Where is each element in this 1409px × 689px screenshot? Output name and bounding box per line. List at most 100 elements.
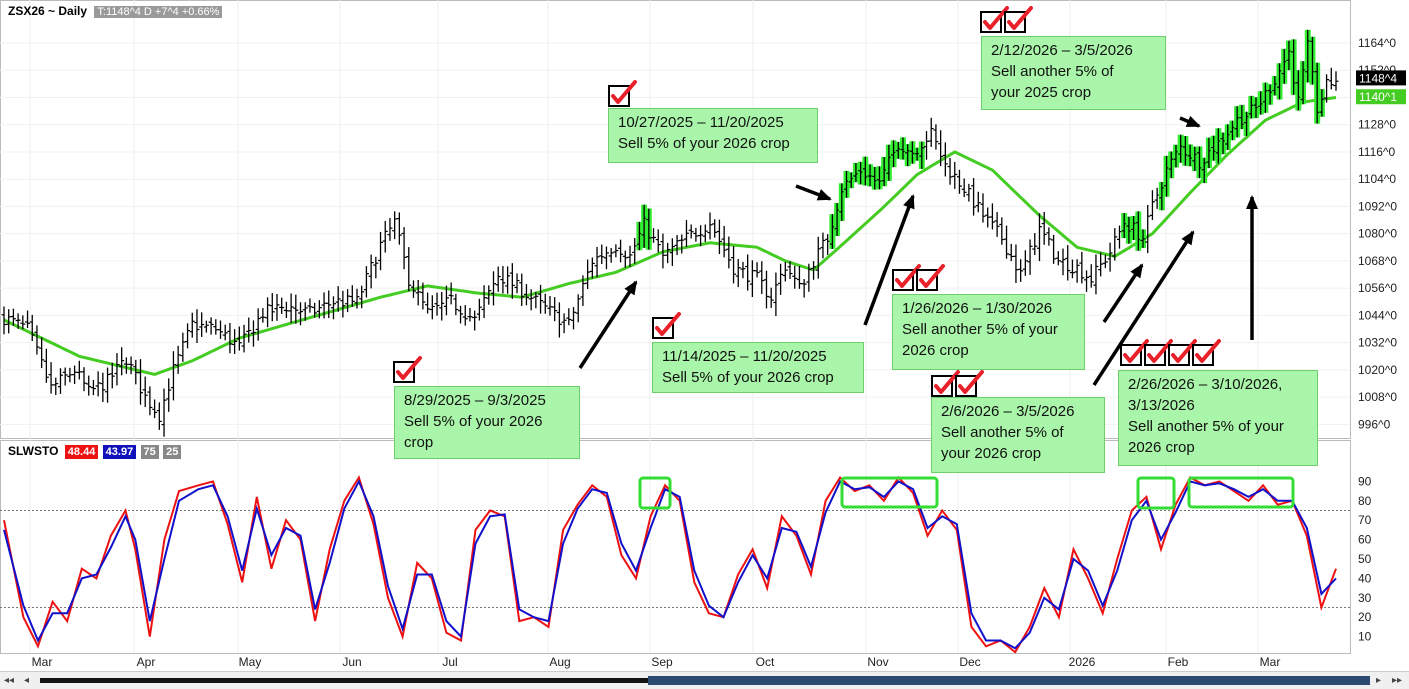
price-bar bbox=[20, 315, 26, 330]
price-bars bbox=[1, 29, 1339, 437]
arrow bbox=[1102, 263, 1144, 323]
price-bar bbox=[585, 259, 591, 290]
annotation-line: 3/13/2026 bbox=[1128, 397, 1195, 414]
price-bar bbox=[547, 296, 553, 316]
horizontal-scrollbar[interactable]: ◂◂ ◂ ▸ ▸▸ bbox=[0, 671, 1409, 689]
price-bar bbox=[81, 367, 87, 392]
check-box bbox=[1120, 344, 1142, 366]
price-bar bbox=[622, 250, 628, 268]
arrow-shaft bbox=[578, 281, 638, 369]
price-bar bbox=[170, 351, 176, 401]
price-bar bbox=[76, 360, 82, 380]
stoch-line-d bbox=[3, 479, 1337, 650]
arrow-head bbox=[816, 189, 832, 201]
scroll-start-icon[interactable]: ◂◂ bbox=[4, 675, 15, 686]
check-mark-icon bbox=[919, 264, 945, 288]
price-bar bbox=[1008, 243, 1014, 262]
price-bar bbox=[185, 323, 191, 349]
price-bar bbox=[354, 288, 360, 309]
price-bar bbox=[1055, 251, 1061, 266]
price-bar bbox=[509, 263, 515, 299]
price-bar bbox=[236, 326, 242, 351]
price-bar bbox=[302, 302, 308, 321]
price-bar bbox=[166, 378, 172, 412]
price-bar bbox=[815, 236, 821, 279]
price-bar bbox=[232, 329, 238, 354]
price-bar bbox=[161, 388, 167, 437]
price-bar bbox=[716, 219, 722, 255]
price-bar bbox=[1229, 120, 1236, 141]
price-bar bbox=[152, 399, 158, 419]
arrow bbox=[795, 184, 832, 201]
price-bar bbox=[655, 229, 661, 253]
price-bar bbox=[505, 266, 511, 294]
check-box bbox=[1144, 344, 1166, 366]
annotation-line: crop bbox=[404, 434, 434, 451]
check-mark-icon bbox=[934, 370, 960, 394]
price-bar bbox=[279, 297, 285, 314]
price-bar bbox=[754, 262, 760, 278]
annotation-note: 10/27/2025 – 11/20/2025 Sell 5% of your 2… bbox=[608, 108, 818, 163]
scroll-thumb[interactable] bbox=[648, 676, 1370, 685]
price-bar bbox=[43, 348, 49, 383]
price-bar bbox=[274, 294, 280, 321]
price-bar bbox=[147, 386, 153, 416]
axis-labels: Mar Apr May Jun Jul Aug Sep Oct Nov Dec 2026 Feb Mar… bbox=[32, 36, 1406, 669]
annotation-line: Sell 5% of your 2026 bbox=[404, 413, 543, 430]
price-bar bbox=[1041, 211, 1047, 245]
y-tick-label: 1056^0 bbox=[1358, 281, 1397, 295]
price-bar bbox=[1149, 190, 1155, 220]
price-bar bbox=[406, 247, 412, 292]
arrow-head bbox=[624, 280, 638, 296]
price-bar bbox=[476, 298, 482, 321]
price-bar bbox=[669, 238, 675, 266]
indicator-name[interactable]: SLWSTO bbox=[8, 444, 59, 458]
price-bar bbox=[208, 317, 214, 335]
price-bar bbox=[429, 295, 435, 320]
price-bar bbox=[608, 247, 614, 263]
scroll-left-icon[interactable]: ◂ bbox=[24, 675, 30, 686]
price-bar bbox=[133, 359, 139, 385]
scroll-right-icon[interactable]: ▸ bbox=[1376, 675, 1382, 686]
annotation-line: Sell another 5% of bbox=[941, 424, 1064, 441]
price-bar bbox=[495, 266, 501, 292]
price-bar bbox=[571, 307, 577, 330]
price-bar bbox=[745, 254, 751, 291]
annotation-line: 8/29/2025 – 9/3/2025 bbox=[404, 392, 546, 409]
check-box bbox=[980, 11, 1002, 33]
annotation-line: 11/14/2025 – 11/20/2025 bbox=[662, 348, 827, 365]
price-bar bbox=[636, 221, 643, 251]
checkbox-icon bbox=[1168, 339, 1197, 366]
lower-level-badge: 25 bbox=[163, 445, 182, 459]
price-bar bbox=[1196, 146, 1203, 179]
symbol-label[interactable]: ZSX26 ~ Daily bbox=[8, 4, 88, 18]
arrow bbox=[578, 280, 638, 369]
check-mark-icon bbox=[396, 356, 422, 380]
check-mark-icon bbox=[655, 312, 681, 336]
price-bar bbox=[105, 367, 111, 403]
price-bar bbox=[123, 357, 129, 374]
scroll-end-icon[interactable]: ▸▸ bbox=[1392, 675, 1403, 686]
annotation-line: 10/27/2025 – 11/20/2025 bbox=[618, 114, 784, 131]
price-bar bbox=[683, 220, 689, 248]
price-bar bbox=[462, 305, 468, 326]
price-bar bbox=[975, 191, 981, 213]
annotation-line: 1/26/2026 – 1/30/2026 bbox=[902, 300, 1053, 317]
price-bar bbox=[1112, 228, 1118, 261]
annotation-note: 2/12/2026 – 3/5/2026 Sell another 5% of yo… bbox=[981, 36, 1166, 110]
price-bar bbox=[938, 130, 944, 167]
price-bar bbox=[561, 313, 567, 334]
price-bar bbox=[980, 193, 986, 223]
check-box bbox=[393, 361, 415, 383]
check-box bbox=[1004, 11, 1026, 33]
price-bar bbox=[641, 204, 648, 248]
check-mark-icon bbox=[983, 6, 1009, 30]
price-bar bbox=[194, 309, 200, 344]
price-bar bbox=[316, 300, 322, 319]
price-bar bbox=[218, 320, 224, 339]
y-tick-label: 1080^0 bbox=[1358, 227, 1397, 241]
price-bar bbox=[434, 292, 440, 316]
y-tick-label: 1116^0 bbox=[1358, 145, 1396, 159]
price-bar bbox=[519, 273, 525, 306]
arrow bbox=[863, 194, 915, 326]
